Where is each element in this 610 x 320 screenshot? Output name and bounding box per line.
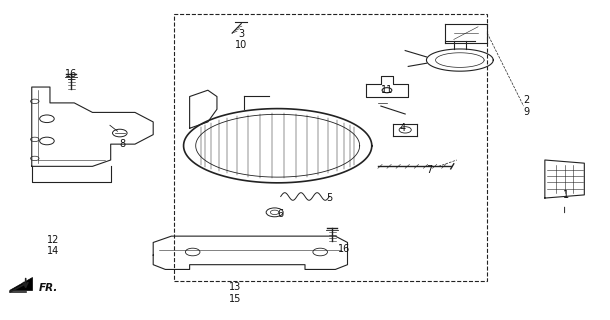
Text: 6: 6	[278, 209, 284, 219]
Text: 4: 4	[399, 123, 405, 133]
Polygon shape	[9, 277, 32, 290]
Text: 1: 1	[563, 190, 569, 200]
Text: FR.: FR.	[39, 284, 59, 293]
Text: 16: 16	[339, 244, 351, 254]
Text: 7: 7	[426, 164, 432, 174]
Text: 13
15: 13 15	[229, 283, 242, 304]
Text: 11: 11	[381, 85, 393, 95]
Circle shape	[112, 129, 127, 137]
Text: 5: 5	[326, 193, 332, 203]
Bar	[174, 14, 487, 281]
Text: 2
9: 2 9	[523, 95, 529, 117]
Text: 12
14: 12 14	[47, 235, 59, 256]
Text: 3
10: 3 10	[235, 29, 248, 50]
Text: 8: 8	[120, 139, 126, 149]
Text: 16: 16	[65, 69, 77, 79]
